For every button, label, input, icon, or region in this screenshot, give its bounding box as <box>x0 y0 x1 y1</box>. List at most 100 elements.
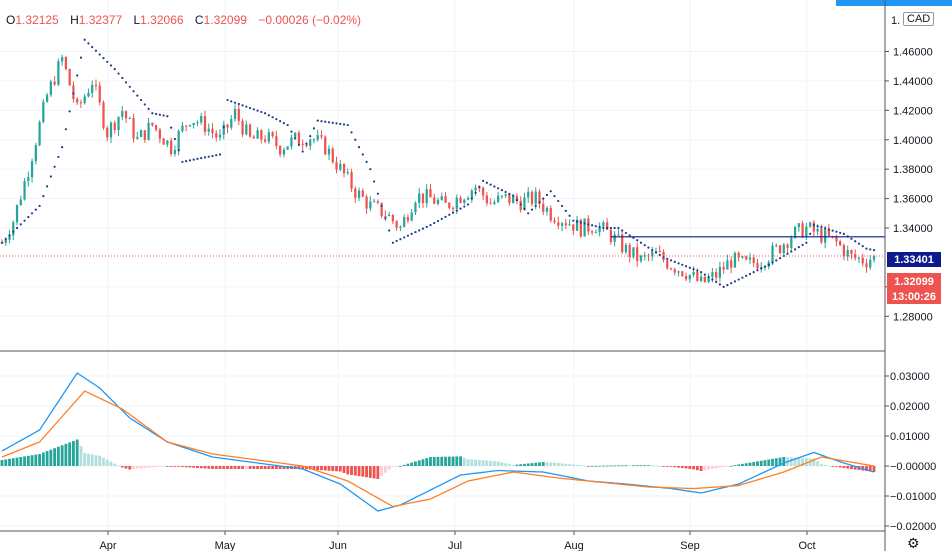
macd-axis[interactable]: 0.03000 0.02000 0.01000 −0.00000 −0.01000 −0.… <box>885 371 936 533</box>
histogram-bar <box>624 465 628 467</box>
candle-body <box>816 228 819 232</box>
candle-body <box>200 116 203 123</box>
histogram-bar <box>613 465 617 467</box>
psar-dot <box>147 107 150 110</box>
histogram-bar <box>523 463 526 466</box>
histogram-bar <box>436 456 440 466</box>
histogram-bar <box>147 466 150 468</box>
candle-body <box>391 214 395 222</box>
candle-body <box>651 251 654 257</box>
candle-body <box>260 130 263 140</box>
candle-body <box>444 196 447 203</box>
histogram-bar <box>718 466 722 468</box>
candle-body <box>718 266 722 278</box>
candle-body <box>500 195 504 197</box>
histogram-bar <box>207 466 211 469</box>
psar-dot <box>485 181 488 184</box>
candle-body <box>869 259 872 268</box>
histogram-bar <box>387 466 391 470</box>
psar-dot <box>15 226 19 230</box>
psar-dot <box>692 268 695 271</box>
candle-body <box>575 219 579 231</box>
currency-button[interactable]: CAD <box>903 12 935 26</box>
psar-dot <box>406 234 410 237</box>
candle-body <box>98 85 101 103</box>
gear-icon[interactable]: ⚙ <box>907 535 920 551</box>
histogram-bar <box>30 455 34 466</box>
psar-dot <box>500 189 503 192</box>
histogram-bar <box>568 464 571 466</box>
candle-body <box>639 255 643 262</box>
psar-dot <box>309 134 312 138</box>
psar-dot <box>399 238 402 241</box>
psar-dot <box>639 241 643 244</box>
psar-dot <box>482 179 485 183</box>
histogram-bar <box>553 462 556 466</box>
time-axis[interactable]: Apr May Jun Jul Aug Sep Oct <box>99 531 816 551</box>
psar-dot <box>8 234 11 237</box>
ohlc-legend: O1.32125 H1.32377 L1.32066 C1.32099 −0.0… <box>6 13 365 27</box>
candle-body <box>722 266 725 270</box>
candle-body <box>534 191 537 205</box>
psar-dot <box>30 212 34 215</box>
psar-dot <box>478 185 481 188</box>
psar-dot <box>128 85 131 88</box>
histogram-bar <box>789 457 793 466</box>
candle-body <box>658 251 661 253</box>
histogram-bar <box>598 465 602 467</box>
psar-dot <box>553 195 556 198</box>
candle-body <box>741 256 744 258</box>
candle-body <box>530 191 534 205</box>
price-tick-label: 1.38000 <box>893 164 933 176</box>
psar-dot <box>132 90 135 93</box>
macd-tick-label: 0.03000 <box>890 371 930 383</box>
psar-dot <box>335 122 338 125</box>
psar-dot <box>793 248 797 251</box>
candle-body <box>185 125 188 127</box>
histogram-bar <box>109 461 113 466</box>
low-value: 1.32066 <box>140 13 184 27</box>
histogram-bar <box>850 466 853 470</box>
histogram-bar <box>203 466 207 469</box>
histogram-bar <box>827 465 831 467</box>
psar-dot <box>715 280 718 284</box>
candle-body <box>361 190 364 197</box>
histogram-bar <box>744 463 748 466</box>
histogram-bar <box>665 466 669 467</box>
psar-dot <box>767 263 770 266</box>
histogram-bar <box>162 466 166 467</box>
histogram-bar <box>158 466 162 467</box>
candle-body <box>824 229 827 243</box>
psar-dot <box>568 214 571 217</box>
psar-dot <box>151 112 154 115</box>
candle-body <box>745 256 748 260</box>
psar-dot <box>470 197 473 200</box>
histogram-bar <box>297 466 301 469</box>
candle-body <box>730 260 733 268</box>
histogram-bar <box>868 466 872 472</box>
candle-body <box>459 197 462 203</box>
psar-dot <box>564 209 567 212</box>
candle-body <box>121 111 124 117</box>
histogram-bar <box>556 463 560 466</box>
histogram-bar <box>301 466 305 469</box>
candle-body <box>316 135 319 140</box>
candle-body <box>583 218 586 237</box>
candle-body <box>124 111 128 119</box>
candle-body <box>504 194 507 196</box>
psar-dot <box>741 276 744 279</box>
price-axis[interactable]: 1.46000 1.44000 1.42000 1.40000 1.38000 1.360… <box>885 47 933 324</box>
macd-tick-label: −0.01000 <box>890 491 936 503</box>
psar-dot <box>542 197 545 200</box>
candle-body <box>410 212 413 221</box>
psar-dot <box>857 242 861 245</box>
histogram-bar <box>620 465 624 467</box>
psar-dot <box>666 257 669 261</box>
histogram-bar <box>26 455 30 466</box>
histogram-bar <box>120 466 124 468</box>
psar-dot <box>850 237 853 240</box>
histogram-bar <box>459 456 462 466</box>
histogram-bar <box>819 464 823 466</box>
psar-dot <box>68 110 71 113</box>
